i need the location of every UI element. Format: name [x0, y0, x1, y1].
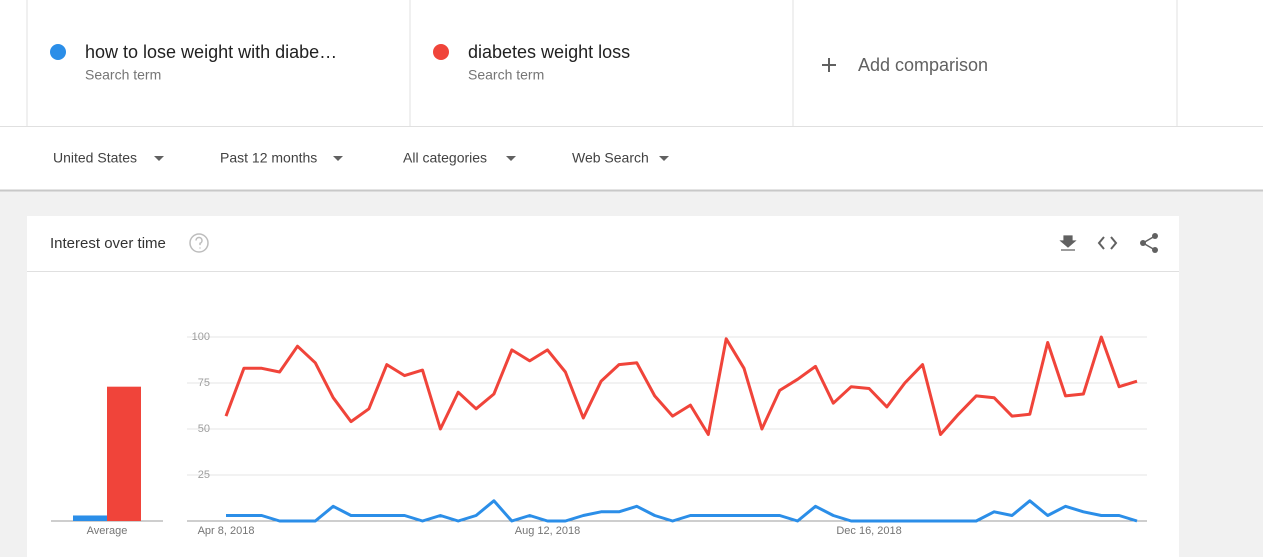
average-label: Average [87, 525, 128, 537]
add-comparison-label: Add comparison [858, 55, 988, 75]
term-caption: Search term [468, 67, 544, 83]
add-comparison[interactable]: Add comparison [822, 55, 988, 75]
filter[interactable]: Past 12 months [220, 150, 317, 166]
dropdown-arrow [659, 156, 669, 161]
card-title: Interest over time [50, 235, 166, 252]
term-dot [433, 44, 449, 60]
x-tick-label: Aug 12, 2018 [515, 525, 580, 537]
filter[interactable]: All categories [403, 150, 487, 166]
series-line [226, 499, 1138, 523]
average-bar [73, 515, 107, 521]
x-tick-label: Dec 16, 2018 [836, 525, 901, 537]
x-tick-label: Apr 8, 2018 [198, 525, 255, 537]
embed-icon[interactable] [1097, 236, 1118, 250]
header [0, 0, 1263, 126]
filter-bar [0, 127, 1263, 190]
series-line [224, 335, 1138, 436]
help-mark [195, 236, 203, 249]
filter[interactable]: Web Search [572, 150, 649, 166]
plus-icon [822, 58, 836, 72]
average-bar [107, 386, 141, 521]
search-term[interactable]: diabetes weight loss Search term [433, 42, 630, 83]
help-icon[interactable] [189, 233, 209, 253]
y-tick-label: 100 [192, 331, 210, 343]
term-label: diabetes weight loss [468, 42, 630, 62]
dropdown-arrow [506, 156, 516, 161]
help-circle [189, 233, 209, 253]
share-icon[interactable] [1140, 233, 1158, 253]
term-dot [50, 44, 66, 60]
card [27, 216, 1179, 557]
y-tick-label: 25 [198, 469, 210, 481]
y-tick-label: 75 [198, 377, 210, 389]
search-term[interactable]: how to lose weight with diabe… Search te… [50, 42, 337, 83]
share-link [1141, 235, 1156, 251]
chart: 25 50 75 100 Apr 8, 2018 Aug 12, 2018 Dec 16, … [51, 331, 1147, 537]
download-icon[interactable] [1059, 235, 1077, 251]
dropdown-arrow [154, 156, 164, 161]
y-tick-label: 50 [198, 423, 210, 435]
term-caption: Search term [85, 67, 161, 83]
term-label: how to lose weight with diabe… [85, 42, 337, 62]
filter[interactable]: United States [53, 150, 137, 166]
dropdown-arrow [333, 156, 343, 161]
